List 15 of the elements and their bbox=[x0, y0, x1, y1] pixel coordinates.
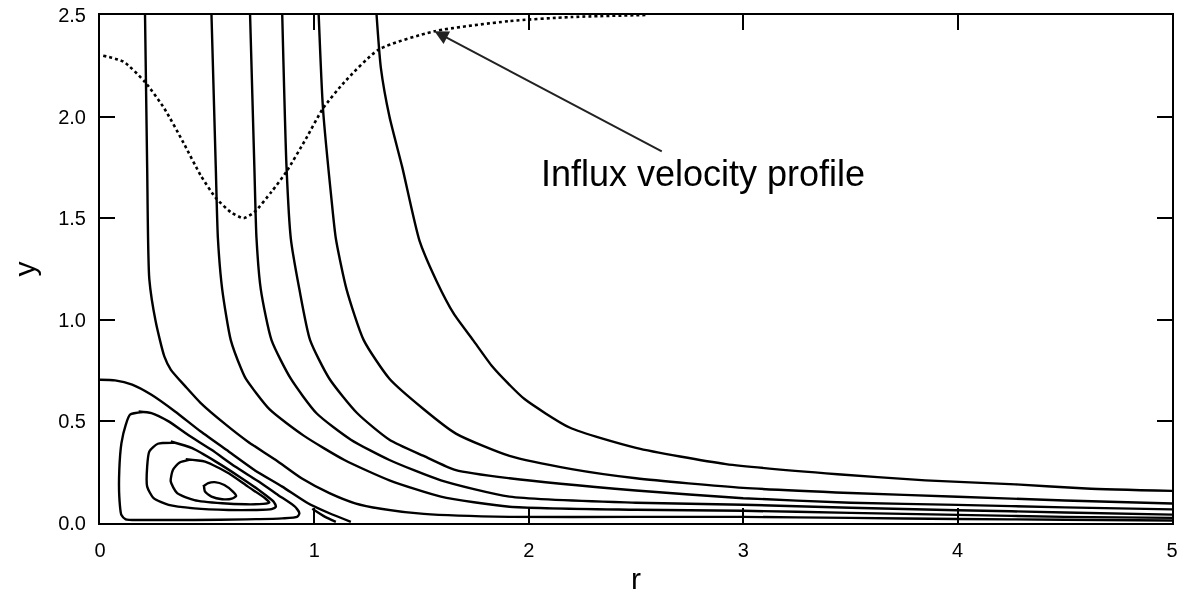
y-tick-label: 0.0 bbox=[58, 512, 86, 534]
annotation: Influx velocity profile bbox=[541, 153, 866, 194]
x-tick-label: 1 bbox=[308, 539, 320, 561]
x-tick-label: 0 bbox=[94, 539, 106, 561]
x-tick-label: 5 bbox=[1166, 539, 1178, 561]
x-tick-label: 3 bbox=[737, 539, 749, 561]
y-tick-label: 2.5 bbox=[58, 4, 86, 26]
x-axis-title: r bbox=[631, 562, 641, 595]
y-tick-label: 1.0 bbox=[58, 308, 86, 331]
y-axis-title: y bbox=[7, 261, 41, 277]
x-tick-label: 2 bbox=[523, 539, 535, 561]
y-tick-label: 2.0 bbox=[58, 105, 86, 128]
y-tick-label: 1.5 bbox=[58, 207, 86, 230]
x-tick-label: 4 bbox=[952, 539, 964, 561]
y-tick-label: 0.5 bbox=[58, 410, 86, 433]
